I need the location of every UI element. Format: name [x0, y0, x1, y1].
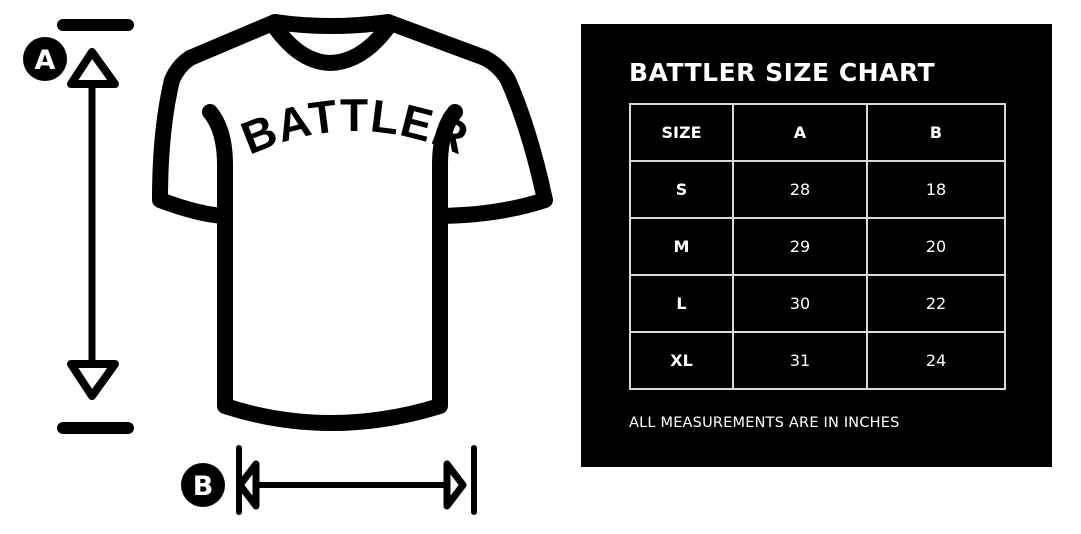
- header-a: A: [732, 103, 868, 162]
- tshirt-outline: [152, 14, 553, 431]
- header-b: B: [866, 103, 1006, 162]
- table-row: S 28 18: [629, 160, 1006, 219]
- measurement-note: ALL MEASUREMENTS ARE IN INCHES: [629, 415, 900, 431]
- size-cell: L: [629, 274, 734, 333]
- measure-b-arrow: [236, 445, 477, 515]
- svg-text:A: A: [35, 45, 56, 76]
- size-cell: S: [629, 160, 734, 219]
- b-cell: 18: [866, 160, 1006, 219]
- tshirt-measurement-diagram: BATTLER A B: [23, 14, 553, 515]
- table-row: XL 31 24: [629, 331, 1006, 390]
- shirt-logo-text: BATTLER: [234, 89, 476, 164]
- b-cell: 22: [866, 274, 1006, 333]
- measure-a-arrow: [57, 19, 134, 434]
- size-cell: M: [629, 217, 734, 276]
- table-header-row: SIZE A B: [629, 103, 1006, 162]
- b-cell: 24: [866, 331, 1006, 390]
- label-a-badge: A: [23, 37, 67, 81]
- size-chart-table: SIZE A B S 28 18 M 29 20 L 30 22 XL 31 2…: [629, 103, 1006, 390]
- a-cell: 30: [732, 274, 868, 333]
- label-b-badge: B: [181, 463, 225, 507]
- size-chart-panel: BATTLER SIZE CHART SIZE A B S 28 18 M 29…: [581, 24, 1052, 467]
- table-row: L 30 22: [629, 274, 1006, 333]
- header-size: SIZE: [629, 103, 734, 162]
- a-cell: 28: [732, 160, 868, 219]
- size-chart-title: BATTLER SIZE CHART: [629, 58, 936, 87]
- a-cell: 31: [732, 331, 868, 390]
- table-row: M 29 20: [629, 217, 1006, 276]
- svg-text:B: B: [193, 471, 214, 502]
- b-cell: 20: [866, 217, 1006, 276]
- a-cell: 29: [732, 217, 868, 276]
- size-cell: XL: [629, 331, 734, 390]
